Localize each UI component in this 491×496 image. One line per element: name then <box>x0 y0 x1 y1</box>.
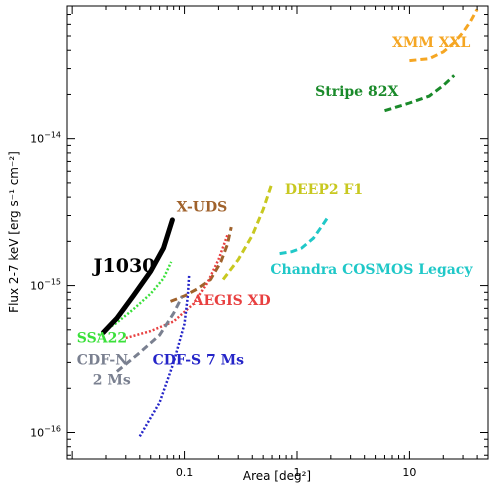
series-label-stripe-82x: Stripe 82X <box>315 84 398 100</box>
series-line-chandra-cosmos-legacy <box>279 215 330 256</box>
series-line-cdf-n <box>115 296 184 373</box>
series-label-cdf-n-line2: 2 Ms <box>93 373 131 389</box>
series-label-aegis-xd: AEGIS XD <box>192 293 271 309</box>
series-label-j1030: J1030 <box>92 255 156 277</box>
series-line-deep2-f1 <box>221 182 274 281</box>
series-label-chandra-cosmos-legacy: Chandra COSMOS Legacy <box>270 262 473 278</box>
y-tick-label: 10−15 <box>30 278 61 293</box>
plot-frame <box>66 5 489 460</box>
series-line-x-uds <box>169 226 233 303</box>
series-label-xmm-xxl: XMM XXL <box>392 35 470 51</box>
series-label-cdf-n: CDF-N <box>77 353 128 369</box>
y-tick-label: 10−14 <box>30 131 61 146</box>
y-axis-title: Flux 2-7 keV [erg s⁻¹ cm⁻²] <box>7 151 21 313</box>
series-label-cdf-s-7-ms: CDF-S 7 Ms <box>153 353 245 369</box>
series-label-ssa22: SSA22 <box>77 330 127 346</box>
y-tick-label: 10−16 <box>30 424 61 439</box>
series-line-cdf-s-7-ms <box>138 274 191 438</box>
series-line-stripe-82x <box>384 74 456 113</box>
series-labels: XMM XXL Stripe 82X DEEP2 F1 X-UDS Chandra CO… <box>77 35 474 388</box>
series-line-xmm-xxl <box>409 8 479 63</box>
series-line-aegis-xd <box>125 234 229 340</box>
x-axis-title: Area [deg²] <box>243 469 311 483</box>
x-tick-label: 10 <box>402 466 416 479</box>
axis-ticks: 0.1 1 10 10−16 10−15 10−14 <box>30 5 489 479</box>
x-tick-label: 0.1 <box>176 466 194 479</box>
x-tick-label: 1 <box>293 466 300 479</box>
series-label-deep2-f1: DEEP2 F1 <box>285 182 363 198</box>
series-line-j1030 <box>101 217 175 335</box>
series-curves <box>97 8 479 438</box>
series-label-x-uds: X-UDS <box>177 199 228 215</box>
